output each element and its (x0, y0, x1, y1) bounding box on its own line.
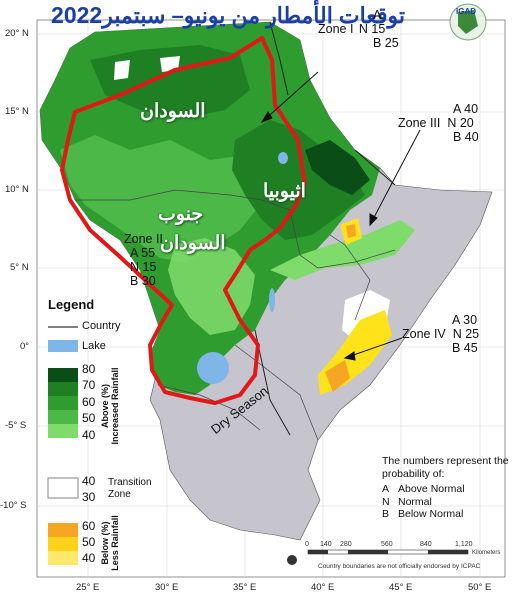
lake-victoria (197, 352, 229, 384)
scale-tick-840: 840 (420, 541, 432, 548)
legend-above-80-text: 80 (82, 362, 96, 376)
igad-logo (449, 3, 487, 41)
legend-title: Legend (48, 297, 95, 312)
zone-1-label: Zone I A N 15 B 25 (318, 8, 399, 50)
below-normal-orange-1 (346, 224, 356, 238)
dark-green-area (232, 120, 365, 240)
lat-label-5s: -5° S (5, 420, 27, 431)
zone-3-a: A 40 (453, 102, 479, 116)
scale-tick-560: 560 (381, 541, 393, 548)
scale-tick-0: 0 (305, 541, 309, 548)
lat-label-5n: 5° N (10, 262, 29, 273)
legend-lake-text: Lake (82, 340, 106, 352)
scale-tick-140: 140 (320, 541, 332, 548)
below-normal-orange-2 (325, 360, 350, 392)
map-disclaimer: Country boundaries are not officially en… (318, 563, 481, 570)
lon-label-50e: 50° E (468, 582, 492, 593)
legend-above-80 (48, 368, 78, 382)
zone-1-b: B 25 (373, 36, 399, 50)
lon-label-40e: 40° E (311, 582, 335, 593)
zone-divider-lines (254, 21, 396, 436)
note-key-a: A (382, 483, 390, 495)
sudan-south-sudan-outline (60, 36, 307, 405)
lat-label-10n: 10° N (5, 184, 29, 195)
lon-label-25e: 25° E (76, 582, 100, 593)
lightest-green-east (270, 220, 415, 280)
lat-label-20n: 20° N (5, 28, 29, 39)
legend-country-text: Country (82, 320, 121, 332)
zone-3-b: B 40 (453, 130, 479, 144)
lake-turkana (269, 288, 275, 312)
zone-4-b: B 45 (452, 341, 478, 355)
zone-1-n: N 15 (358, 22, 386, 36)
legend-lake-swatch (48, 340, 78, 352)
zone-2-a: A 55 (130, 246, 156, 260)
zone-3-name: Zone III (398, 116, 441, 130)
legend-above-60 (48, 396, 78, 410)
zone-4-name: Zone IV (402, 327, 446, 341)
scale-tick-280: 280 (340, 541, 352, 548)
zone-3-n: N 20 (447, 116, 474, 130)
legend-above-70-text: 70 (82, 378, 96, 392)
zone-2-label: Zone II A 55 N 15 B 30 (124, 232, 163, 288)
country-label-sudan: السودان (140, 101, 206, 122)
legend-below-50-text: 50 (82, 535, 96, 549)
lat-label-0: 0° (20, 341, 30, 352)
probability-note-heading: The numbers represent the probability of… (382, 455, 509, 480)
zone-2-n: N 15 (130, 260, 157, 274)
zone-4-a: A 30 (452, 313, 478, 327)
legend-above-40 (48, 424, 78, 438)
country-label-south-sudan-1: جنوب (158, 204, 204, 225)
zone-3-label: A 40 Zone III N 20 B 40 (398, 102, 479, 144)
zone-2-name: Zone II (124, 232, 163, 246)
light-green-area (60, 135, 270, 262)
note-text-n: Normal (398, 495, 432, 508)
map-title: توقعات الأمطار من يونيو– سبتمبر2022 (8, 2, 448, 29)
map-title-year: 2022 (51, 2, 103, 28)
lake-tana (278, 152, 288, 164)
zone-1-name: Zone I (318, 22, 354, 36)
zone-4-label: A 30 Zone IV N 25 B 45 (402, 313, 479, 355)
legend-below-40 (48, 551, 78, 565)
note-key-n: N (382, 495, 390, 508)
legend-above-label: Above (%) Increased Rainfall (100, 367, 120, 445)
scale-tick-1120: 1,120 (455, 541, 473, 548)
legend-transition-swatch (47, 477, 79, 499)
note-text-a: Above Normal (398, 483, 465, 495)
legend-above-50-text: 50 (82, 411, 96, 425)
scale-bar (287, 549, 469, 565)
scale-unit: Kilometers (472, 550, 501, 556)
legend-above-60-text: 60 (82, 395, 96, 409)
legend-transition-label: Transition Zone (108, 477, 152, 500)
lon-label-35e: 35° E (233, 582, 257, 593)
note-text-b: Below Normal (398, 508, 464, 520)
legend-above-70 (48, 382, 78, 396)
legend-below-60 (48, 523, 78, 537)
legend-transition-30-text: 30 (82, 490, 96, 504)
legend-below-60-text: 60 (82, 519, 96, 533)
zone-2-b: B 30 (130, 274, 156, 288)
lon-label-30e: 30° E (155, 582, 179, 593)
legend-above-40-text: 40 (82, 428, 96, 442)
transition-zone-north (114, 60, 130, 80)
lat-label-15n: 15° N (5, 106, 29, 117)
note-key-b: B (382, 508, 390, 520)
legend-transition-40-text: 40 (82, 474, 96, 488)
legend-above-50 (48, 410, 78, 424)
darkest-green-area (305, 140, 370, 195)
zone-pointer-arrows (260, 71, 421, 361)
legend-below-label: Below (%) Less Rainfall (100, 515, 120, 571)
igad-logo-text: IGAD (456, 7, 476, 16)
lat-label-10s: -10° S (0, 500, 27, 511)
lon-label-45e: 45° E (389, 582, 413, 593)
zone-4-n: N 25 (452, 327, 480, 341)
country-label-south-sudan-2: السودان (160, 233, 226, 254)
map-title-text: توقعات الأمطار من يونيو– سبتمبر (102, 3, 405, 28)
zone-1-a: A (373, 8, 382, 22)
legend-below-40-text: 40 (82, 551, 96, 565)
probability-note: The numbers represent the probability of… (382, 455, 512, 521)
country-label-ethiopia: اثيوبيا (263, 181, 306, 202)
legend-below-50 (48, 537, 78, 551)
